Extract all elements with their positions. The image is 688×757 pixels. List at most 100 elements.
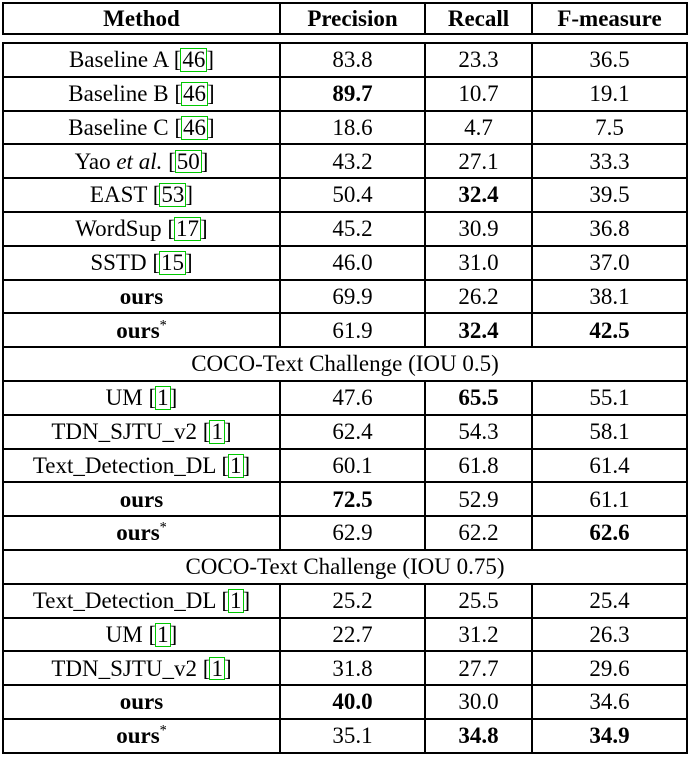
- precision-cell: 22.7: [279, 616, 426, 653]
- method-name: ours: [116, 723, 160, 749]
- citation-link[interactable]: 1: [228, 452, 244, 478]
- method-cell: Baseline A [46]: [2, 42, 281, 78]
- method-name: ours: [119, 486, 164, 512]
- citation-link[interactable]: 46: [180, 47, 208, 73]
- method-cell: ours: [2, 684, 281, 720]
- precision-cell: 69.9: [279, 278, 426, 315]
- table-row: Yao et al. [50] 43.2 27.1 33.3: [2, 143, 688, 180]
- recall-cell: 30.9: [424, 210, 533, 247]
- method-cell: Yao et al. [50]: [2, 143, 281, 180]
- table-row: SSTD [15] 46.0 31.0 37.0: [2, 244, 688, 281]
- method-name: EAST: [89, 182, 147, 208]
- recall-cell: 30.0: [424, 684, 533, 720]
- method-cell: UM [1]: [2, 379, 281, 416]
- section-header: COCO-Text Challenge (IOU 0.75): [2, 548, 688, 585]
- table-row: Text_Detection_DL [1] 60.1 61.8 61.4: [2, 447, 688, 484]
- f-measure-cell: 61.1: [531, 481, 688, 518]
- method-name: UM: [105, 621, 143, 647]
- method-name: ours: [119, 689, 164, 715]
- precision-cell: 40.0: [279, 684, 426, 720]
- method-cell: Baseline C [46]: [2, 109, 281, 146]
- citation-link[interactable]: 53: [159, 182, 187, 208]
- citation-link[interactable]: 1: [209, 655, 225, 681]
- precision-cell: 25.2: [279, 582, 426, 619]
- method-cell: EAST [53]: [2, 177, 281, 213]
- recall-cell: 32.4: [424, 312, 533, 349]
- method-cell: ours: [2, 481, 281, 518]
- citation-link[interactable]: 46: [181, 114, 209, 140]
- column-header-recall: Recall: [424, 2, 533, 35]
- table-row: Baseline A [46] 83.8 23.3 36.5: [2, 42, 688, 78]
- method-cell: ours*: [2, 717, 281, 754]
- citation-link[interactable]: 1: [155, 385, 171, 411]
- table-row: EAST [53] 50.4 32.4 39.5: [2, 177, 688, 213]
- method-cell: WordSup [17]: [2, 210, 281, 247]
- table-row: Text_Detection_DL [1] 25.2 25.5 25.4: [2, 582, 688, 619]
- f-measure-cell: 29.6: [531, 650, 688, 687]
- table-row: ours* 62.9 62.2 62.6: [2, 515, 688, 551]
- recall-cell: 23.3: [424, 42, 533, 78]
- table-row: ours* 61.9 32.4 42.5: [2, 312, 688, 349]
- table-row: ours 72.5 52.9 61.1: [2, 481, 688, 518]
- precision-cell: 72.5: [279, 481, 426, 518]
- citation-link[interactable]: 1: [228, 588, 244, 613]
- header-row: Method Precision Recall F-measure: [2, 2, 688, 35]
- star-superscript: *: [159, 316, 167, 333]
- f-measure-cell: 26.3: [531, 616, 688, 653]
- table-row: UM [1] 47.6 65.5 55.1: [2, 379, 688, 416]
- f-measure-cell: 7.5: [531, 109, 688, 146]
- recall-cell: 27.7: [424, 650, 533, 687]
- table-row: TDN_SJTU_v2 [1] 62.4 54.3 58.1: [2, 413, 688, 450]
- precision-cell: 43.2: [279, 143, 426, 180]
- precision-cell: 31.8: [279, 650, 426, 687]
- citation-link[interactable]: 15: [159, 250, 186, 276]
- method-name: ours: [119, 283, 164, 309]
- column-header-method: Method: [2, 2, 281, 35]
- f-measure-cell: 62.6: [531, 515, 688, 551]
- section-header-row: COCO-Text Challenge (IOU 0.5): [2, 346, 688, 382]
- method-name: WordSup: [75, 216, 162, 242]
- f-measure-cell: 38.1: [531, 278, 688, 315]
- results-table-header: Method Precision Recall F-measure: [2, 2, 688, 35]
- table-row: UM [1] 22.7 31.2 26.3: [2, 616, 688, 653]
- star-superscript: *: [159, 722, 167, 739]
- method-name: UM: [105, 385, 143, 411]
- precision-cell: 61.9: [279, 312, 426, 349]
- recall-cell: 10.7: [424, 75, 533, 112]
- results-table-body: Baseline A [46] 83.8 23.3 36.5 Baseline B [4…: [2, 42, 688, 754]
- method-name: Baseline C: [68, 114, 169, 140]
- citation-link[interactable]: 50: [174, 148, 202, 174]
- method-cell: Text_Detection_DL [1]: [2, 582, 281, 619]
- table-row: ours 69.9 26.2 38.1: [2, 278, 688, 315]
- column-header-f-measure: F-measure: [531, 2, 688, 35]
- f-measure-cell: 39.5: [531, 177, 688, 213]
- method-name: ours: [116, 317, 160, 343]
- method-name: TDN_SJTU_v2: [51, 655, 198, 681]
- table-row: ours* 35.1 34.8 34.9: [2, 717, 688, 754]
- recall-cell: 31.0: [424, 244, 533, 281]
- precision-cell: 62.9: [279, 515, 426, 551]
- precision-cell: 83.8: [279, 42, 426, 78]
- method-name-italic-part: et al.: [116, 148, 163, 174]
- precision-cell: 45.2: [279, 210, 426, 247]
- citation-link[interactable]: 1: [155, 621, 171, 647]
- method-cell: ours*: [2, 515, 281, 551]
- recall-cell: 31.2: [424, 616, 533, 653]
- recall-cell: 26.2: [424, 278, 533, 315]
- f-measure-cell: 42.5: [531, 312, 688, 349]
- section-header-row: COCO-Text Challenge (IOU 0.75): [2, 548, 688, 585]
- method-name: TDN_SJTU_v2: [51, 419, 198, 445]
- method-name: Baseline B: [68, 81, 169, 107]
- method-cell: Text_Detection_DL [1]: [2, 447, 281, 484]
- f-measure-cell: 34.6: [531, 684, 688, 720]
- citation-link[interactable]: 17: [174, 216, 202, 242]
- section-header: COCO-Text Challenge (IOU 0.5): [2, 346, 688, 382]
- method-cell: SSTD [15]: [2, 244, 281, 281]
- method-cell: TDN_SJTU_v2 [1]: [2, 650, 281, 687]
- f-measure-cell: 36.5: [531, 42, 688, 78]
- method-name: Text_Detection_DL: [32, 588, 216, 613]
- citation-link[interactable]: 1: [209, 419, 225, 445]
- citation-link[interactable]: 46: [181, 81, 209, 107]
- method-cell: ours: [2, 278, 281, 315]
